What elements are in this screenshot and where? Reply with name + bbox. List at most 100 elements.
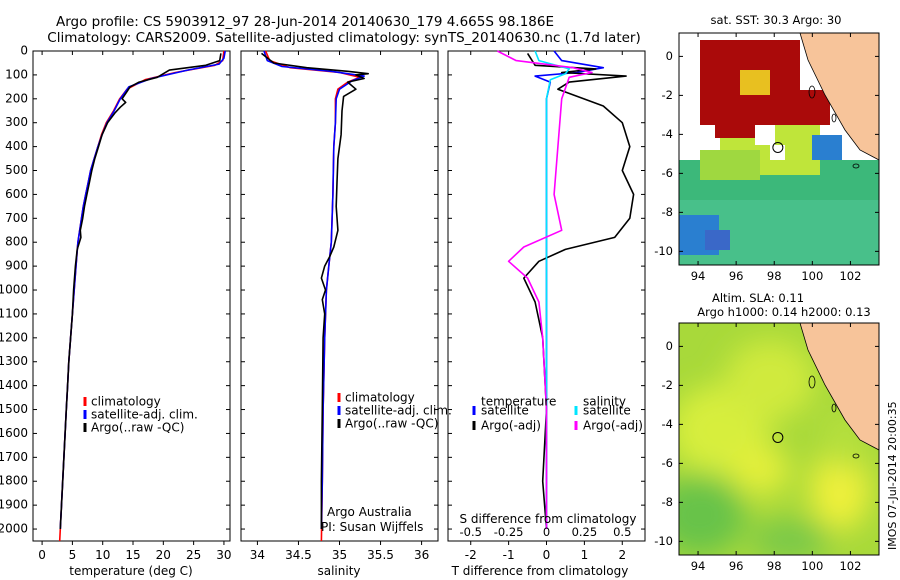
series-line-climatology xyxy=(264,50,361,542)
lat-tick-label: 0 xyxy=(666,49,673,63)
salinity-depth-ticks xyxy=(241,50,438,530)
depth-tick-label: 1700 xyxy=(0,450,28,464)
s-difference-tick-labels: -0.5 -0.25 0 0.25 0.5 xyxy=(460,525,632,539)
depth-tick-label: 800 xyxy=(5,235,28,249)
figure-title-line2: Climatology: CARS2009. Satellite-adjuste… xyxy=(47,30,640,46)
x-tick-label: 15 xyxy=(125,548,140,562)
series-line-s-satellite xyxy=(534,50,570,529)
sla-map: Altim. SLA: 0.11 Argo h1000: 0.14 h2000:… xyxy=(654,291,880,573)
imos-timestamp-label: IMOS 07-Jul-2014 20:00:35 xyxy=(886,401,899,550)
lon-tick-label: 94 xyxy=(691,269,706,283)
sst-map: sat. SST: 30.3 Argo: 30 94 96 98 100 102 0 -2 -… xyxy=(654,13,880,283)
legend-satellite-label: satellite-adj. clim. xyxy=(91,408,198,422)
salinity-series xyxy=(261,50,369,542)
sla-map-title: Altim. SLA: 0.11 xyxy=(712,291,804,305)
temperature-panel: 0100200300400500600700800900100011001200… xyxy=(0,44,232,579)
credit-line1: Argo Australia xyxy=(327,505,412,519)
lat-tick-label: -2 xyxy=(662,378,673,392)
lon-tick-label: 102 xyxy=(839,559,861,573)
x-tick-label: -1 xyxy=(503,548,515,562)
lat-tick-label: -10 xyxy=(654,534,673,548)
temperature-series xyxy=(58,50,226,542)
depth-axis: 0 100 200 300 400 500 600 700 800 900 1000 1100 1200… xyxy=(0,44,230,536)
x-tick-label: 35 xyxy=(332,548,347,562)
sst-map-title: sat. SST: 30.3 Argo: 30 xyxy=(711,13,842,27)
depth-tick-label: 1600 xyxy=(0,426,28,440)
depth-tick-label: 700 xyxy=(5,211,28,225)
land-mass xyxy=(800,323,879,450)
depth-tick-label: 1200 xyxy=(0,330,28,344)
s-difference-axis-label: S difference from climatology xyxy=(460,512,637,526)
x-tick-label: 2 xyxy=(618,548,626,562)
depth-tick-label: 300 xyxy=(5,115,28,129)
x-tick-label: 30 xyxy=(216,548,231,562)
depth-tick-label: 1800 xyxy=(0,474,28,488)
temperature-axes-frame xyxy=(32,50,231,542)
series-line-s-argo-adj- xyxy=(496,50,593,529)
lat-tick-label: -2 xyxy=(662,88,673,102)
depth-tick-label: 1500 xyxy=(0,402,28,416)
difference-legend: temperature salinity satellite Argo(-adj… xyxy=(472,395,643,433)
salinity-axis-label: salinity xyxy=(317,564,360,578)
x-tick-label: 34.5 xyxy=(285,548,312,562)
difference-series xyxy=(496,50,635,530)
legend-climatology-label: climatology xyxy=(91,395,161,409)
lon-tick-label: 96 xyxy=(729,269,744,283)
depth-tick-label: 400 xyxy=(5,139,28,153)
lat-tick-label: -4 xyxy=(662,127,673,141)
depth-tick-label: 1000 xyxy=(0,283,28,297)
argo-location-marker xyxy=(772,141,784,153)
salinity-legend: climatology satellite-adj. clim. Argo(..… xyxy=(337,391,452,431)
legend-argo-label: Argo(..raw -QC) xyxy=(91,421,184,435)
sst-map-frame xyxy=(678,32,880,266)
x-tick-label: 0 xyxy=(38,548,46,562)
sst-map-field xyxy=(679,33,879,265)
temperature-axis-label: temperature (deg C) xyxy=(69,564,192,578)
x-tick-label: 36 xyxy=(414,548,429,562)
depth-tick-label: 100 xyxy=(5,67,28,81)
lon-tick-label: 96 xyxy=(729,559,744,573)
depth-tick-label: 900 xyxy=(5,259,28,273)
series-line-satellite-adj-clim- xyxy=(263,50,365,530)
lat-tick-label: -6 xyxy=(662,166,673,180)
series-line-t-satellite xyxy=(534,50,605,529)
lon-tick-label: 98 xyxy=(767,559,782,573)
sla-map-field xyxy=(679,323,879,555)
salinity-panel: 34 34.5 35 35.5 36 climatology satellite-adj… xyxy=(240,50,452,578)
sst-map-axes: 94 96 98 100 102 0 -2 -4 -6 -8 -10 xyxy=(654,33,879,283)
series-line-climatology xyxy=(58,50,225,542)
legend-satellite-label: satellite-adj. clim. xyxy=(345,404,452,418)
series-line-t-argo-adj- xyxy=(523,52,635,530)
legend-temperature-title: temperature xyxy=(481,395,556,409)
lat-tick-label: 0 xyxy=(666,339,673,353)
x-tick-label: 10 xyxy=(95,548,110,562)
salinity-x-axis: 34 34.5 35 35.5 36 xyxy=(250,51,429,562)
series-line-argo-raw-qc- xyxy=(261,52,369,529)
depth-tick-label: 2000 xyxy=(0,522,28,536)
sla-map-axes: 94 96 98 100 102 0 -2 -4 -6 -8 -10 xyxy=(654,323,879,573)
salinity-axes-frame xyxy=(240,50,439,542)
t-difference-axis-label: T difference from climatology xyxy=(451,564,629,578)
depth-tick-label: 600 xyxy=(5,187,28,201)
legend-t-satellite-label: satellite xyxy=(481,404,529,418)
depth-tick-label: 1100 xyxy=(0,306,28,320)
lon-tick-label: 100 xyxy=(801,269,823,283)
x-tick-label: -2 xyxy=(465,548,477,562)
lon-tick-label: 102 xyxy=(839,269,861,283)
x-tick-label: 1 xyxy=(581,548,589,562)
s-diff-tick-label: -0.25 xyxy=(494,525,524,539)
legend-climatology-label: climatology xyxy=(345,391,415,405)
figure-title-line1: Argo profile: CS 5903912_97 28-Jun-2014 … xyxy=(56,14,554,30)
s-diff-tick-label: -0.5 xyxy=(460,525,482,539)
s-diff-tick-label: 0 xyxy=(543,525,550,539)
s-diff-tick-label: 0.25 xyxy=(572,525,598,539)
difference-panel: -2 -1 0 1 2 temperature salinity satellite A… xyxy=(447,50,646,578)
x-tick-label: 34 xyxy=(250,548,265,562)
depth-tick-label: 200 xyxy=(5,91,28,105)
lat-tick-label: -6 xyxy=(662,456,673,470)
legend-s-argo-label: Argo(-adj) xyxy=(583,419,643,433)
depth-tick-label: 0 xyxy=(20,44,28,58)
depth-tick-label: 1400 xyxy=(0,378,28,392)
depth-tick-label: 500 xyxy=(5,163,28,177)
legend-salinity-title: salinity xyxy=(583,395,626,409)
